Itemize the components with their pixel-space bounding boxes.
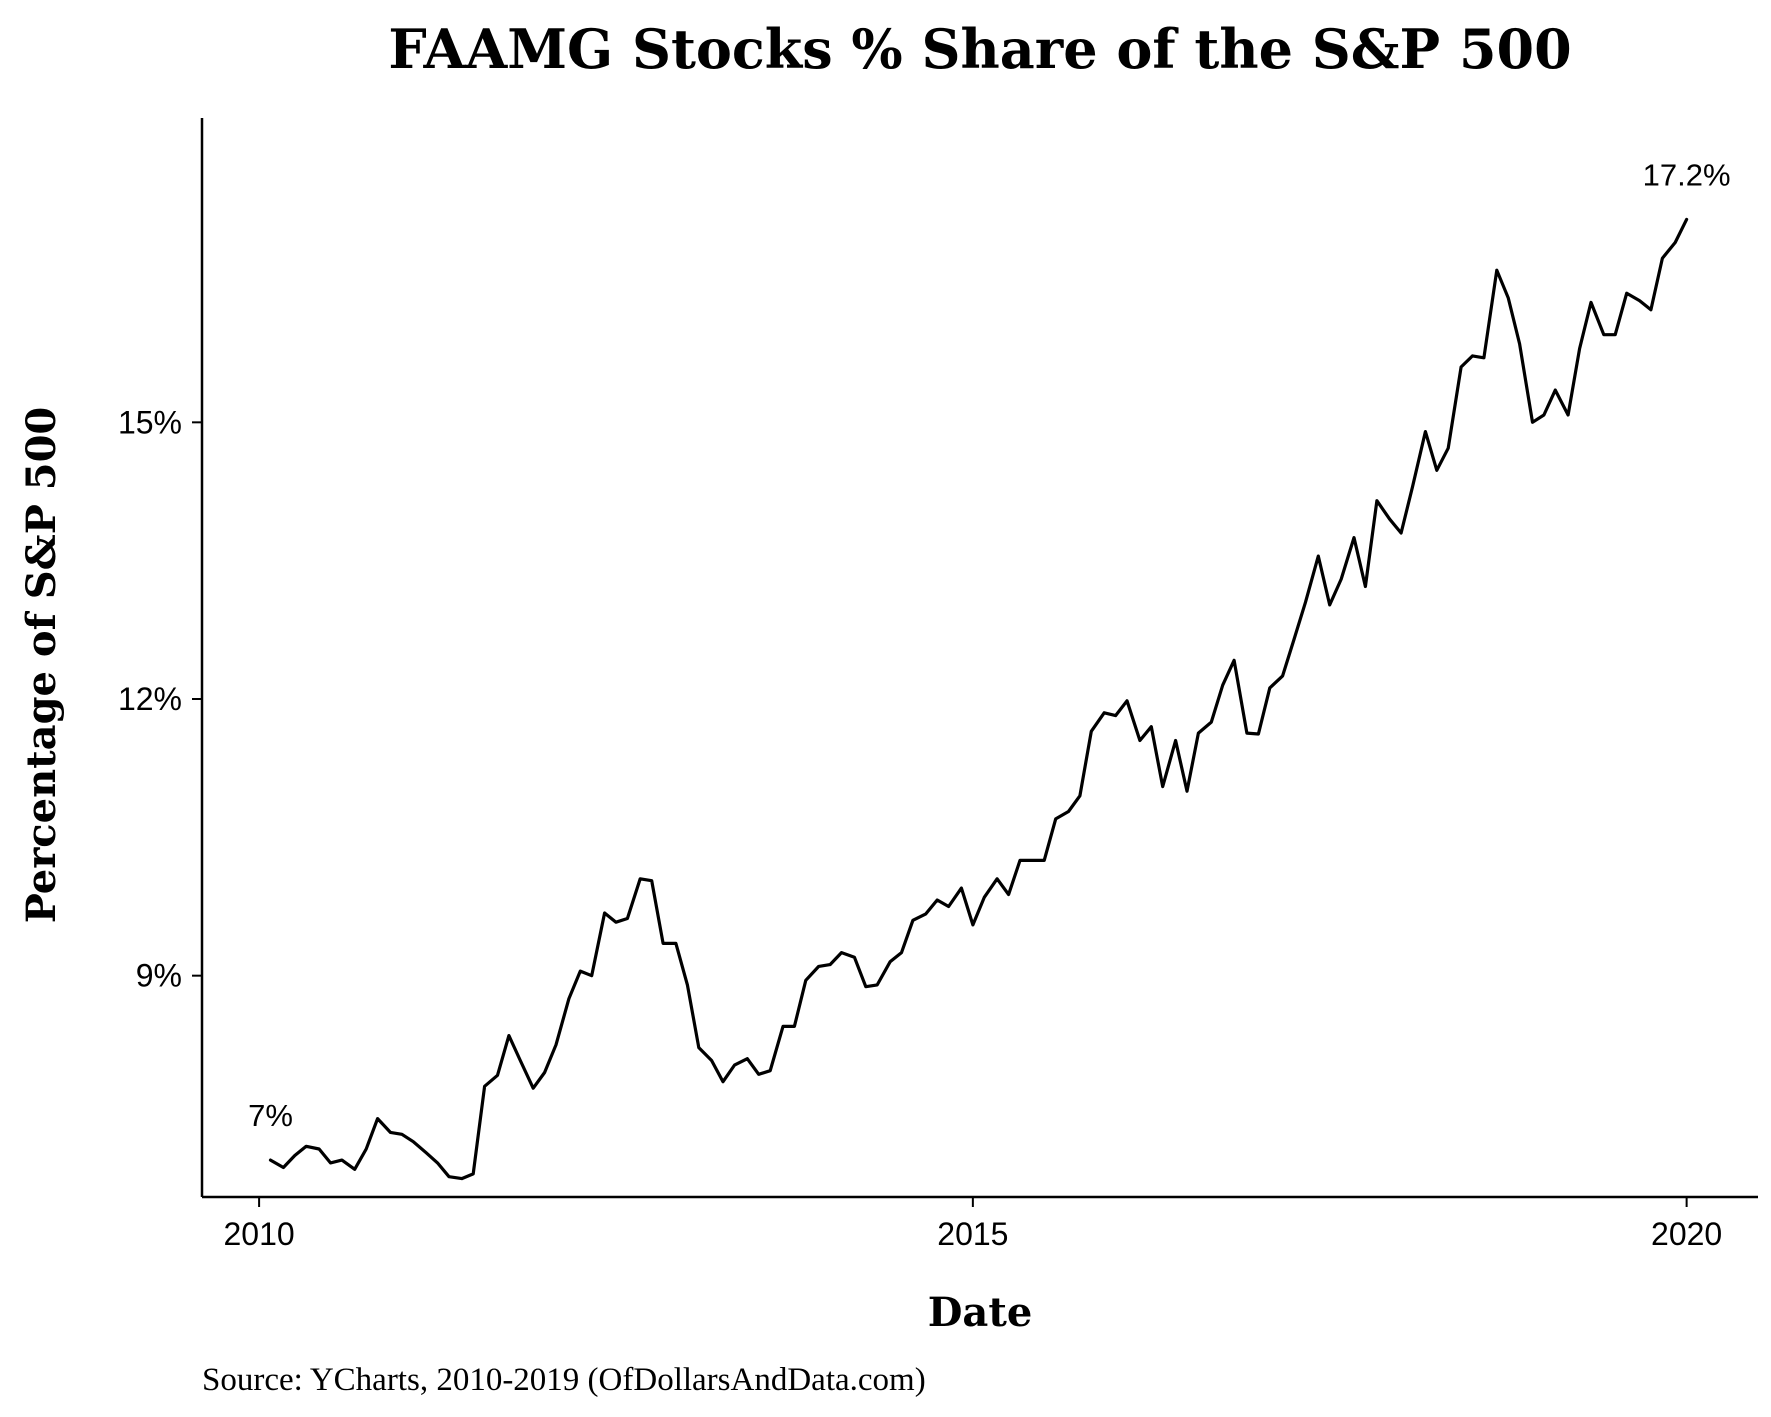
x-tick-label: 2015 [937, 1216, 1008, 1252]
y-axis-title: Percentage of S&P 500 [18, 407, 65, 923]
annotations: 7% 17.2% [248, 157, 1730, 1133]
y-tick-label: 12% [118, 681, 182, 717]
x-tick-label: 2010 [224, 1216, 295, 1252]
x-axis-title: Date [928, 1289, 1033, 1336]
chart-title: FAAMG Stocks % Share of the S&P 500 [388, 17, 1571, 81]
y-tick-label: 9% [136, 958, 182, 994]
series-line-0 [268, 217, 1689, 1181]
y-tick-label: 15% [118, 404, 182, 440]
axes [200, 118, 1758, 1199]
x-tick-label: 2020 [1651, 1216, 1722, 1252]
ticks: 2010 2015 2020 9% 12% 15% [118, 404, 1722, 1252]
data-label-0: 7% [248, 1098, 293, 1133]
series-layer [268, 217, 1689, 1181]
data-label-1: 17.2% [1643, 157, 1731, 192]
source-caption: Source: YCharts, 2010-2019 (OfDollarsAnd… [202, 1362, 926, 1398]
